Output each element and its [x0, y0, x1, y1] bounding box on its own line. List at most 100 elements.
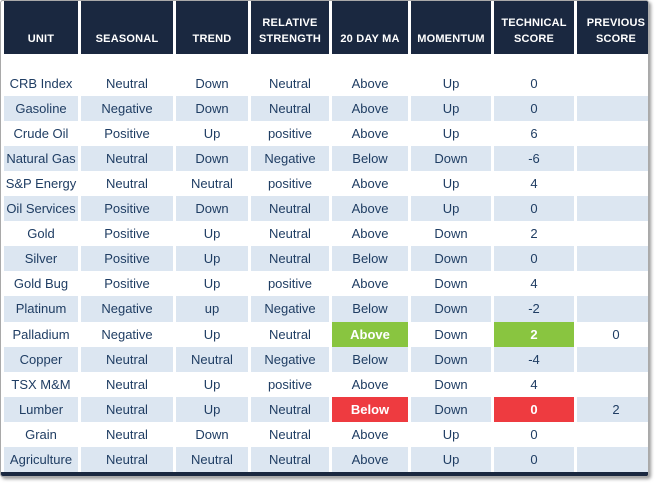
- table-row-agriculture: Agriculture Neutral Neutral Neutral Above Up 0: [4, 446, 648, 472]
- screenshot-frame: UNIT SEASONAL TREND RELATIVE STRENGTH 20 DAY…: [0, 0, 649, 477]
- cell-20-day-ma: Above: [332, 271, 408, 297]
- table-border-wrap: UNIT SEASONAL TREND RELATIVE STRENGTH 20 DAY…: [1, 1, 648, 476]
- cell-20-day-ma: Below: [332, 246, 408, 272]
- cell-momentum: Up: [411, 96, 491, 122]
- cell-previous-score: [577, 171, 648, 197]
- cell-20-day-ma: Above: [332, 196, 408, 222]
- cell-unit: Gold: [4, 221, 78, 247]
- cell-technical-score: 0: [494, 446, 574, 472]
- table-row-gold: Gold Positive Up Neutral Above Down 2: [4, 221, 648, 247]
- cell-relative-strength: Neutral: [251, 71, 329, 97]
- table-row-s-p-energy: S&P Energy Neutral Neutral positive Above Up 4: [4, 171, 648, 197]
- spacer-cell: [494, 54, 574, 72]
- cell-20-day-ma: Below: [332, 346, 408, 372]
- cell-unit: Platinum: [4, 296, 78, 322]
- cell-trend: Up: [176, 321, 248, 347]
- cell-trend: Up: [176, 371, 248, 397]
- cell-previous-score: [577, 346, 648, 372]
- cell-momentum: Down: [411, 346, 491, 372]
- cell-relative-strength: Neutral: [251, 396, 329, 422]
- cell-seasonal: Neutral: [81, 371, 173, 397]
- cell-previous-score: [577, 146, 648, 172]
- cell-unit: Gold Bug: [4, 271, 78, 297]
- cell-previous-score: [577, 196, 648, 222]
- table-row-crb-index: CRB Index Neutral Down Neutral Above Up 0: [4, 71, 648, 97]
- cell-technical-score: -4: [494, 346, 574, 372]
- table-row-grain: Grain Neutral Down Neutral Above Up 0: [4, 421, 648, 447]
- cell-trend: Up: [176, 121, 248, 147]
- cell-relative-strength: Neutral: [251, 446, 329, 472]
- cell-unit: Palladium: [4, 321, 78, 347]
- table-row-gasoline: Gasoline Negative Down Neutral Above Up 0: [4, 96, 648, 122]
- table-row-gold-bug: Gold Bug Positive Up positive Above Down 4: [4, 271, 648, 297]
- cell-seasonal: Neutral: [81, 171, 173, 197]
- cell-previous-score: [577, 96, 648, 122]
- cell-trend: Down: [176, 71, 248, 97]
- cell-relative-strength: Neutral: [251, 221, 329, 247]
- column-header-momentum: MOMENTUM: [411, 1, 491, 54]
- cell-technical-score: 4: [494, 371, 574, 397]
- cell-trend: Neutral: [176, 346, 248, 372]
- cell-momentum: Down: [411, 246, 491, 272]
- cell-relative-strength: Negative: [251, 146, 329, 172]
- spacer-cell: [81, 54, 173, 72]
- cell-unit: Oil Services: [4, 196, 78, 222]
- cell-previous-score: 0: [577, 321, 648, 347]
- cell-trend: Down: [176, 96, 248, 122]
- cell-trend: Up: [176, 396, 248, 422]
- cell-unit: Crude Oil: [4, 121, 78, 147]
- cell-seasonal: Positive: [81, 221, 173, 247]
- cell-seasonal: Positive: [81, 121, 173, 147]
- cell-previous-score: [577, 71, 648, 97]
- cell-20-day-ma: Above: [332, 371, 408, 397]
- table-row-copper: Copper Neutral Neutral Negative Below Down -4: [4, 346, 648, 372]
- cell-unit: Natural Gas: [4, 146, 78, 172]
- column-header-technical-score: TECHNICAL SCORE: [494, 1, 574, 54]
- cell-previous-score: 2: [577, 396, 648, 422]
- column-header-unit: UNIT: [4, 1, 78, 54]
- table-row-platinum: Platinum Negative up Negative Below Down -2: [4, 296, 648, 322]
- column-header-seasonal: SEASONAL: [81, 1, 173, 54]
- table-row-palladium: Palladium Negative Up Neutral Above Down 2 0: [4, 321, 648, 347]
- table-row-lumber: Lumber Neutral Up Neutral Below Down 0 2: [4, 396, 648, 422]
- cell-seasonal: Neutral: [81, 396, 173, 422]
- cell-seasonal: Positive: [81, 271, 173, 297]
- cell-previous-score: [577, 221, 648, 247]
- cell-previous-score: [577, 421, 648, 447]
- cell-seasonal: Negative: [81, 321, 173, 347]
- cell-20-day-ma: Above: [332, 96, 408, 122]
- cell-20-day-ma: Above: [332, 321, 408, 347]
- cell-unit: Grain: [4, 421, 78, 447]
- cell-seasonal: Neutral: [81, 146, 173, 172]
- spacer-cell: [577, 54, 648, 72]
- cell-momentum: Down: [411, 146, 491, 172]
- cell-unit: S&P Energy: [4, 171, 78, 197]
- cell-unit: Agriculture: [4, 446, 78, 472]
- table-row-tsx-m-m: TSX M&M Neutral Up positive Above Down 4: [4, 371, 648, 397]
- column-header-20-day-ma: 20 DAY MA: [332, 1, 408, 54]
- cell-technical-score: 0: [494, 396, 574, 422]
- cell-momentum: Down: [411, 321, 491, 347]
- cell-trend: Up: [176, 271, 248, 297]
- cell-seasonal: Negative: [81, 96, 173, 122]
- cell-relative-strength: Neutral: [251, 321, 329, 347]
- cell-momentum: Down: [411, 221, 491, 247]
- cell-technical-score: 0: [494, 196, 574, 222]
- cell-seasonal: Positive: [81, 246, 173, 272]
- cell-technical-score: 4: [494, 171, 574, 197]
- cell-relative-strength: Neutral: [251, 196, 329, 222]
- cell-relative-strength: positive: [251, 271, 329, 297]
- cell-seasonal: Neutral: [81, 346, 173, 372]
- cell-momentum: Up: [411, 446, 491, 472]
- spacer-cell: [411, 54, 491, 72]
- cell-seasonal: Neutral: [81, 71, 173, 97]
- cell-unit: Silver: [4, 246, 78, 272]
- header-row: UNIT SEASONAL TREND RELATIVE STRENGTH 20 DAY…: [4, 1, 648, 54]
- cell-relative-strength: positive: [251, 371, 329, 397]
- column-header-relative-strength: RELATIVE STRENGTH: [251, 1, 329, 54]
- cell-trend: Down: [176, 196, 248, 222]
- cell-relative-strength: positive: [251, 171, 329, 197]
- table-row-natural-gas: Natural Gas Neutral Down Negative Below Down -…: [4, 146, 648, 172]
- cell-trend: Up: [176, 246, 248, 272]
- cell-technical-score: 0: [494, 246, 574, 272]
